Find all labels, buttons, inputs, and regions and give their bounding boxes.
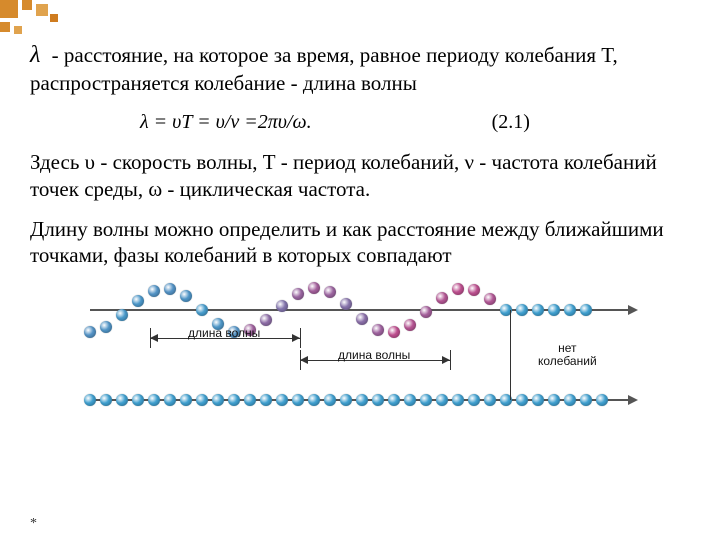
dimension-label: длина волны: [188, 326, 260, 341]
rest-particle: [180, 394, 192, 406]
wave-particle: [548, 304, 560, 316]
paragraph-definition: λ - расстояние, на которое за время, рав…: [30, 40, 690, 96]
rest-particle: [116, 394, 128, 406]
rest-particle: [564, 394, 576, 406]
rest-particle: [452, 394, 464, 406]
rest-particle: [324, 394, 336, 406]
rest-particle: [164, 394, 176, 406]
rest-particle: [100, 394, 112, 406]
rest-particle: [148, 394, 160, 406]
rest-particle: [132, 394, 144, 406]
rest-particle: [580, 394, 592, 406]
rest-particle: [340, 394, 352, 406]
rest-particle: [292, 394, 304, 406]
wave-particle: [180, 290, 192, 302]
wave-particle: [196, 304, 208, 316]
no-oscillation-label: нетколебаний: [538, 342, 597, 368]
corner-decoration: [0, 0, 90, 45]
rest-particle: [420, 394, 432, 406]
rest-particle: [532, 394, 544, 406]
wave-particle: [452, 283, 464, 295]
rest-particle: [260, 394, 272, 406]
wave-particle: [292, 288, 304, 300]
paragraph-symbols: Здесь υ - скорость волны, Т - период кол…: [30, 149, 690, 202]
wave-particle: [260, 314, 272, 326]
wave-particle: [532, 304, 544, 316]
rest-particle: [212, 394, 224, 406]
wave-particle: [116, 309, 128, 321]
rest-particle: [228, 394, 240, 406]
equation-number: (2.1): [492, 110, 530, 135]
wave-particle: [564, 304, 576, 316]
rest-particle: [516, 394, 528, 406]
rest-particle: [372, 394, 384, 406]
rest-particle: [388, 394, 400, 406]
lambda-symbol: λ: [30, 42, 40, 68]
wave-particle: [516, 304, 528, 316]
wave-particle: [100, 321, 112, 333]
rest-particle: [484, 394, 496, 406]
slide-content: λ - расстояние, на которое за время, рав…: [0, 0, 720, 440]
definition-text: - расстояние, на которое за время, равно…: [30, 43, 618, 95]
rest-particle: [196, 394, 208, 406]
wave-particle: [372, 324, 384, 336]
paragraph-wavelength-def2: Длину волны можно определить и как расст…: [30, 216, 690, 269]
formula-row: λ = υT = υ/ν =2πυ/ω. (2.1): [140, 110, 690, 135]
wave-particle: [308, 282, 320, 294]
wave-particle: [580, 304, 592, 316]
wave-particle: [436, 292, 448, 304]
rest-particle: [436, 394, 448, 406]
rest-particle: [244, 394, 256, 406]
rest-particle: [596, 394, 608, 406]
rest-particle: [308, 394, 320, 406]
wave-particle: [148, 285, 160, 297]
wave-particle: [484, 293, 496, 305]
wave-particle: [84, 326, 96, 338]
wave-particle: [132, 295, 144, 307]
wave-particle: [468, 284, 480, 296]
rest-particle: [404, 394, 416, 406]
wave-particle: [356, 313, 368, 325]
rest-particle: [276, 394, 288, 406]
rest-particle: [468, 394, 480, 406]
wave-particle: [164, 283, 176, 295]
wave-particle: [324, 286, 336, 298]
rest-particle: [356, 394, 368, 406]
wave-particle: [420, 306, 432, 318]
footnote-asterisk: *: [30, 516, 37, 532]
rest-particle: [84, 394, 96, 406]
wave-particle: [404, 319, 416, 331]
rest-particle: [548, 394, 560, 406]
wave-diagram: длина волны длина волны нетколебаний: [80, 270, 640, 430]
dimension-label: длина волны: [338, 348, 410, 363]
formula: λ = υT = υ/ν =2πυ/ω.: [140, 110, 312, 135]
wave-particle: [388, 326, 400, 338]
